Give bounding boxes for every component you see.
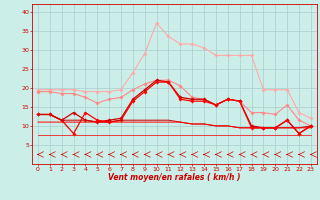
X-axis label: Vent moyen/en rafales ( km/h ): Vent moyen/en rafales ( km/h ) bbox=[108, 173, 241, 182]
